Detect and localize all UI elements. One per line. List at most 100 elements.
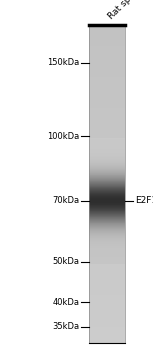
Bar xyxy=(89,98,125,99)
Bar xyxy=(89,280,125,281)
Bar xyxy=(89,119,125,120)
Bar xyxy=(89,239,125,240)
Bar xyxy=(89,88,125,89)
Bar xyxy=(89,274,125,275)
Bar xyxy=(89,336,125,337)
Bar xyxy=(89,183,125,184)
Bar xyxy=(89,191,125,192)
Bar xyxy=(89,61,125,62)
Bar xyxy=(89,139,125,140)
Bar xyxy=(89,68,125,69)
Bar xyxy=(89,338,125,339)
Bar xyxy=(89,312,125,313)
Bar xyxy=(89,134,125,135)
Bar xyxy=(89,199,125,201)
Bar xyxy=(89,28,125,29)
Bar xyxy=(89,298,125,299)
Bar xyxy=(89,94,125,96)
Bar xyxy=(89,142,125,144)
Bar xyxy=(89,80,125,81)
Bar xyxy=(89,122,125,123)
Bar xyxy=(89,124,125,125)
Bar xyxy=(89,133,125,134)
Bar xyxy=(89,261,125,262)
Bar xyxy=(89,293,125,294)
Bar xyxy=(89,332,125,334)
Bar xyxy=(89,251,125,252)
Bar xyxy=(89,307,125,308)
Bar xyxy=(89,147,125,148)
Bar xyxy=(89,188,125,189)
Bar xyxy=(89,254,125,255)
Bar xyxy=(89,105,125,106)
Text: 50kDa: 50kDa xyxy=(53,258,80,266)
Bar xyxy=(89,138,125,139)
Bar xyxy=(89,187,125,188)
Bar xyxy=(89,286,125,287)
Bar xyxy=(89,65,125,66)
Bar xyxy=(89,26,125,27)
Bar xyxy=(89,137,125,138)
Bar xyxy=(89,273,125,274)
Bar xyxy=(89,108,125,110)
Bar xyxy=(89,117,125,118)
Bar xyxy=(89,163,125,164)
Bar xyxy=(89,210,125,211)
Bar xyxy=(89,218,125,219)
Bar xyxy=(89,104,125,105)
Bar xyxy=(89,53,125,54)
Bar xyxy=(89,96,125,97)
Bar xyxy=(89,25,125,26)
Bar xyxy=(89,125,125,126)
Bar xyxy=(89,233,125,234)
Bar xyxy=(89,144,125,145)
Bar xyxy=(89,51,125,52)
Bar xyxy=(89,314,125,315)
Bar xyxy=(89,275,125,276)
Bar xyxy=(89,76,125,77)
Bar xyxy=(89,112,125,113)
Bar xyxy=(89,234,125,235)
Bar xyxy=(89,180,125,181)
Bar xyxy=(89,101,125,102)
Bar xyxy=(89,204,125,205)
Bar xyxy=(89,331,125,332)
Bar xyxy=(89,302,125,303)
Bar xyxy=(89,182,125,183)
Bar xyxy=(89,281,125,282)
Bar xyxy=(89,78,125,79)
Bar xyxy=(89,164,125,166)
Bar xyxy=(89,244,125,245)
Bar xyxy=(89,246,125,247)
Bar xyxy=(89,46,125,47)
Bar xyxy=(89,328,125,329)
Bar xyxy=(89,75,125,76)
Text: 40kDa: 40kDa xyxy=(53,298,80,307)
Bar xyxy=(89,153,125,154)
Bar xyxy=(89,315,125,316)
Bar xyxy=(89,120,125,121)
Bar xyxy=(89,156,125,157)
Bar xyxy=(89,290,125,291)
Bar xyxy=(89,217,125,218)
Bar xyxy=(89,48,125,49)
Bar xyxy=(89,31,125,32)
Bar xyxy=(89,106,125,107)
Bar xyxy=(89,279,125,280)
Bar xyxy=(89,248,125,250)
Bar xyxy=(89,219,125,220)
Bar xyxy=(89,39,125,41)
Bar xyxy=(89,172,125,173)
Bar xyxy=(89,60,125,61)
Bar xyxy=(89,260,125,261)
Bar xyxy=(89,154,125,155)
Bar xyxy=(89,295,125,296)
Bar xyxy=(89,81,125,82)
Bar xyxy=(89,130,125,131)
Bar xyxy=(89,255,125,256)
Bar xyxy=(89,202,125,203)
Bar xyxy=(89,337,125,338)
Bar xyxy=(89,64,125,65)
Bar xyxy=(89,50,125,51)
Bar xyxy=(89,140,125,141)
